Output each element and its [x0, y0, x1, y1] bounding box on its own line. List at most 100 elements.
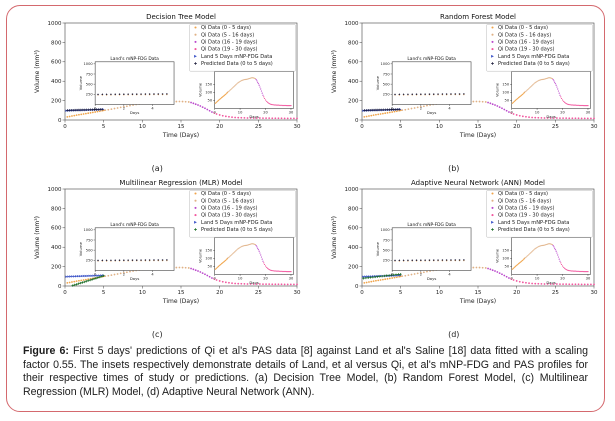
- svg-text:Qi Data (0 - 5 days): Qi Data (0 - 5 days): [201, 191, 251, 197]
- svg-text:25: 25: [552, 124, 559, 130]
- svg-text:2: 2: [123, 107, 125, 111]
- svg-text:20: 20: [513, 124, 520, 130]
- svg-text:800: 800: [348, 40, 359, 46]
- svg-text:15: 15: [474, 124, 481, 130]
- svg-text:Predicted Data (0 to 5 days): Predicted Data (0 to 5 days): [201, 61, 273, 67]
- svg-text:0: 0: [391, 273, 394, 277]
- svg-text:200: 200: [348, 99, 359, 105]
- svg-text:Predicted Data (0 to 5 days): Predicted Data (0 to 5 days): [498, 61, 570, 67]
- svg-text:250: 250: [383, 93, 391, 97]
- svg-text:Land 5 Days mNP-FDG Data: Land 5 Days mNP-FDG Data: [498, 54, 569, 60]
- svg-text:4: 4: [152, 107, 155, 111]
- svg-text:Qi Data (16 - 19 days): Qi Data (16 - 19 days): [498, 206, 554, 212]
- svg-text:30: 30: [294, 290, 301, 296]
- svg-text:Land 5 Days mNP-FDG Data: Land 5 Days mNP-FDG Data: [201, 54, 272, 60]
- svg-text:20: 20: [263, 276, 268, 280]
- svg-text:1000: 1000: [48, 187, 62, 193]
- svg-text:Days: Days: [427, 110, 436, 115]
- svg-text:2: 2: [419, 273, 421, 277]
- svg-text:1000: 1000: [380, 228, 390, 232]
- figure-card: 0 200 400 600 800 1000 0 5 10 15 20 25 30 Decision Tr…: [6, 5, 605, 412]
- svg-text:0: 0: [64, 290, 68, 296]
- svg-text:Time (Days): Time (Days): [459, 298, 496, 305]
- svg-text:0: 0: [214, 276, 217, 280]
- svg-text:1000: 1000: [84, 228, 94, 232]
- svg-text:600: 600: [51, 226, 62, 232]
- chart-random-forest: 0 200 400 600 800 1000 0 5 10 15 20 25 30 Random Fore…: [306, 10, 603, 174]
- svg-text:50: 50: [208, 265, 213, 269]
- svg-text:20: 20: [216, 290, 223, 296]
- svg-text:750: 750: [383, 238, 391, 242]
- svg-text:15: 15: [474, 290, 481, 296]
- svg-text:1000: 1000: [344, 187, 358, 193]
- svg-text:0: 0: [391, 107, 394, 111]
- svg-text:30: 30: [294, 124, 301, 130]
- svg-text:Days: Days: [130, 110, 139, 115]
- svg-text:Days: Days: [546, 280, 555, 285]
- svg-text:Volume: Volume: [78, 241, 83, 256]
- svg-text:2: 2: [419, 107, 421, 111]
- svg-text:20: 20: [560, 110, 565, 114]
- svg-text:250: 250: [86, 259, 94, 263]
- svg-text:Volume: Volume: [494, 82, 499, 97]
- svg-text:150: 150: [206, 249, 214, 253]
- svg-text:50: 50: [208, 99, 213, 103]
- svg-text:Days: Days: [250, 114, 259, 119]
- svg-text:0: 0: [355, 118, 359, 124]
- svg-text:20: 20: [560, 276, 565, 280]
- svg-text:Adaptive Neural Network (ANN): Adaptive Neural Network (ANN) Model: [411, 179, 545, 187]
- svg-text:Qi Data (0 - 5 days): Qi Data (0 - 5 days): [498, 191, 548, 197]
- svg-text:15: 15: [178, 290, 185, 296]
- svg-text:500: 500: [383, 248, 391, 252]
- svg-text:Qi Data (16 - 19 days): Qi Data (16 - 19 days): [201, 40, 257, 46]
- svg-text:200: 200: [348, 265, 359, 271]
- svg-text:Qi Data (19 - 30 days): Qi Data (19 - 30 days): [201, 47, 257, 53]
- svg-text:600: 600: [348, 60, 359, 66]
- svg-text:150: 150: [206, 83, 214, 87]
- svg-text:25: 25: [255, 124, 262, 130]
- svg-text:400: 400: [348, 79, 359, 85]
- svg-text:10: 10: [238, 110, 243, 114]
- svg-text:25: 25: [255, 290, 262, 296]
- svg-text:150: 150: [502, 249, 510, 253]
- svg-text:Volume: Volume: [198, 248, 203, 263]
- svg-text:0: 0: [94, 273, 97, 277]
- svg-text:Qi Data (5 - 16 days): Qi Data (5 - 16 days): [498, 198, 551, 204]
- svg-text:Qi Data (19 - 30 days): Qi Data (19 - 30 days): [498, 47, 554, 53]
- svg-text:400: 400: [348, 245, 359, 251]
- svg-text:800: 800: [348, 206, 359, 212]
- svg-text:Volume (mm³): Volume (mm³): [331, 50, 338, 93]
- svg-text:Land 5 Days mNP-FDG Data: Land 5 Days mNP-FDG Data: [498, 220, 569, 226]
- svg-text:250: 250: [383, 259, 391, 263]
- svg-text:0: 0: [510, 110, 513, 114]
- svg-text:Qi Data (19 - 30 days): Qi Data (19 - 30 days): [201, 213, 257, 219]
- svg-text:Predicted Data (0 to 5 days): Predicted Data (0 to 5 days): [498, 227, 570, 233]
- svg-text:0: 0: [58, 118, 62, 124]
- svg-text:Days: Days: [427, 276, 436, 281]
- svg-text:Land's mNP-FDG Data: Land's mNP-FDG Data: [111, 56, 160, 62]
- svg-text:0: 0: [94, 107, 97, 111]
- svg-text:Time (Days): Time (Days): [459, 132, 496, 139]
- svg-text:4: 4: [448, 107, 451, 111]
- svg-text:Random Forest Model: Random Forest Model: [440, 13, 516, 21]
- charts-grid: 0 200 400 600 800 1000 0 5 10 15 20 25 30 Decision Tr…: [9, 10, 602, 340]
- svg-text:Qi Data (5 - 16 days): Qi Data (5 - 16 days): [201, 32, 254, 38]
- svg-text:Qi Data (5 - 16 days): Qi Data (5 - 16 days): [498, 32, 551, 38]
- svg-text:Multilinear Regression (MLR) M: Multilinear Regression (MLR) Model: [120, 179, 243, 187]
- svg-text:250: 250: [86, 93, 94, 97]
- svg-text:20: 20: [216, 124, 223, 130]
- svg-text:5: 5: [102, 124, 106, 130]
- svg-text:Volume (mm³): Volume (mm³): [331, 216, 338, 259]
- svg-text:Qi Data (19 - 30 days): Qi Data (19 - 30 days): [498, 213, 554, 219]
- svg-text:0: 0: [360, 290, 364, 296]
- svg-text:Volume: Volume: [494, 248, 499, 263]
- svg-text:10: 10: [436, 290, 443, 296]
- svg-text:500: 500: [86, 82, 94, 86]
- svg-text:Volume: Volume: [78, 75, 83, 90]
- figure-caption: Figure 6: First 5 days' predictions of Q…: [23, 345, 588, 399]
- svg-text:Qi Data (0 - 5 days): Qi Data (0 - 5 days): [498, 25, 548, 31]
- chart-b-sublabel: (b): [448, 164, 460, 173]
- svg-text:800: 800: [51, 206, 62, 212]
- svg-text:Volume: Volume: [375, 241, 380, 256]
